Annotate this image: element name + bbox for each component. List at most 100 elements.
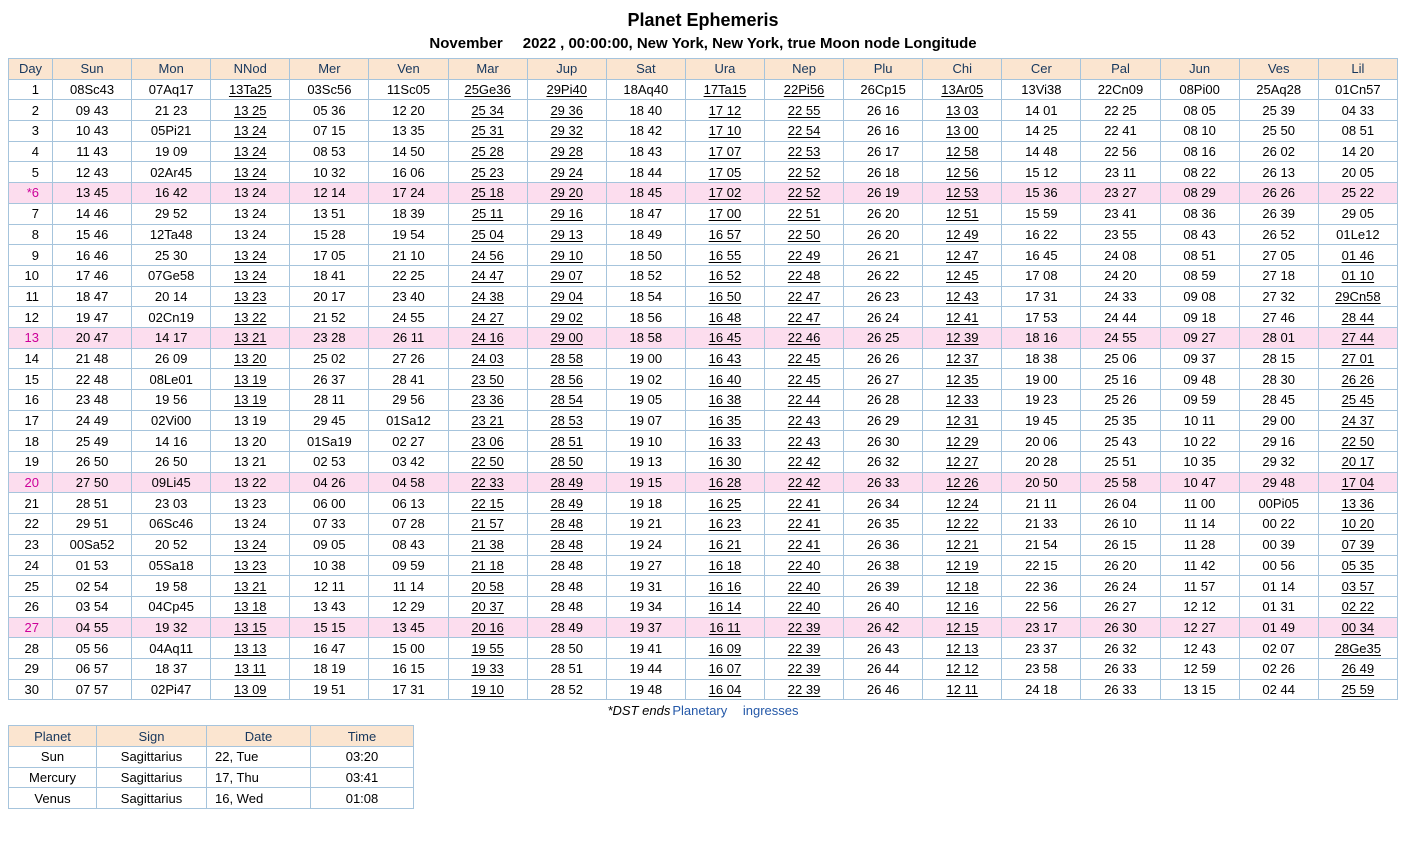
cell-mar: 22 15 xyxy=(447,492,528,515)
cell-chi: 12 13 xyxy=(922,637,1003,659)
cell-pal: 26 32 xyxy=(1080,637,1161,659)
cell-plu: 26 20 xyxy=(843,202,924,225)
cell-nnod: 13 24 xyxy=(210,140,291,163)
cell-pal: 26 30 xyxy=(1080,616,1161,639)
cell-jun: 12 43 xyxy=(1159,637,1240,659)
cell-lil: 01 46 xyxy=(1317,244,1399,266)
cell-mar: 23 06 xyxy=(447,430,528,453)
cell-mer: 03Sc56 xyxy=(289,78,370,101)
cell-ura: 16 21 xyxy=(684,533,765,556)
cell-mon: 09Li45 xyxy=(131,471,212,494)
ingress-header-planet: Planet xyxy=(8,725,97,747)
cell-mon: 14 17 xyxy=(131,326,212,349)
cell-ura: 16 55 xyxy=(684,244,765,266)
cell-sun: 19 47 xyxy=(51,306,133,328)
cell-lil: 00 34 xyxy=(1317,616,1399,639)
day-cell: 19 xyxy=(8,451,53,473)
cell-jup: 28 58 xyxy=(526,347,607,370)
cell-pal: 26 33 xyxy=(1080,678,1161,701)
cell-mar: 25 11 xyxy=(447,202,528,225)
cell-jun: 13 15 xyxy=(1159,678,1240,701)
cell-cer: 16 45 xyxy=(1001,244,1082,266)
ingress-planet-cell: Venus xyxy=(8,787,97,810)
cell-mar: 23 21 xyxy=(447,409,528,432)
cell-jup: 29Pi40 xyxy=(526,78,607,101)
cell-nep: 22 49 xyxy=(763,244,845,266)
cell-pal: 24 55 xyxy=(1080,326,1161,349)
cell-lil: 25 45 xyxy=(1317,389,1399,411)
subtitle-details: , 00:00:00, New York, New York, true Moo… xyxy=(560,35,900,52)
cell-nep: 22 41 xyxy=(763,492,845,515)
cell-ves: 01 14 xyxy=(1238,575,1319,597)
cell-jun: 10 35 xyxy=(1159,451,1240,473)
cell-ura: 17Ta15 xyxy=(684,78,765,101)
cell-ura: 16 07 xyxy=(684,657,765,680)
cell-jun: 08 51 xyxy=(1159,244,1240,266)
column-header-pal: Pal xyxy=(1080,58,1161,80)
ingress-date-cell: 22, Tue xyxy=(206,746,311,768)
cell-nnod: 13 24 xyxy=(210,533,291,556)
cell-plu: 26 42 xyxy=(843,616,924,639)
ingress-header-sign: Sign xyxy=(96,725,207,747)
column-header-ves: Ves xyxy=(1238,58,1319,80)
day-cell: 10 xyxy=(8,264,53,287)
cell-jun: 09 27 xyxy=(1159,326,1240,349)
cell-mar: 20 37 xyxy=(447,595,528,618)
cell-ven: 09 59 xyxy=(368,554,449,577)
cell-sat: 18 44 xyxy=(605,161,686,184)
cell-pal: 26 33 xyxy=(1080,657,1161,680)
planetary-ingresses-link[interactable]: Planetary ingresses xyxy=(672,703,799,719)
cell-mon: 18 37 xyxy=(131,657,212,680)
cell-cer: 15 12 xyxy=(1001,161,1082,184)
cell-nnod: 13 23 xyxy=(210,554,291,577)
cell-lil: 27 44 xyxy=(1317,326,1399,349)
cell-ura: 16 14 xyxy=(684,595,765,618)
cell-mar: 19 10 xyxy=(447,678,528,701)
cell-nep: 22 39 xyxy=(763,637,845,659)
cell-nep: 22 45 xyxy=(763,368,845,390)
cell-sun: 07 57 xyxy=(51,678,133,701)
column-header-sat: Sat xyxy=(605,58,686,80)
cell-ves: 26 39 xyxy=(1238,202,1319,225)
cell-mar: 25Ge36 xyxy=(447,78,528,101)
ephemeris-row: 4 11 43 19 09 13 24 08 53 14 50 25 28 29 28 18 4… xyxy=(8,140,1399,163)
cell-sun: 10 43 xyxy=(51,120,133,142)
cell-cer: 20 50 xyxy=(1001,471,1082,494)
cell-jup: 28 53 xyxy=(526,409,607,432)
ephemeris-row: 15 22 48 08Le01 13 19 26 37 28 41 23 50 28 56 19… xyxy=(8,368,1399,390)
cell-plu: 26 32 xyxy=(843,451,924,473)
column-header-cer: Cer xyxy=(1001,58,1082,80)
table-footnote: *DST ends Planetary ingresses xyxy=(8,703,1398,718)
ephemeris-row: 10 17 46 07Ge58 13 24 18 41 22 25 24 47 29 07 18… xyxy=(8,264,1399,287)
cell-mer: 18 19 xyxy=(289,657,370,680)
cell-sat: 18 56 xyxy=(605,306,686,328)
cell-ura: 17 12 xyxy=(684,99,765,122)
day-cell: 17 xyxy=(8,409,53,432)
cell-sat: 18 52 xyxy=(605,264,686,287)
day-cell: 26 xyxy=(8,595,53,618)
cell-mon: 12Ta48 xyxy=(131,223,212,246)
cell-sat: 19 37 xyxy=(605,616,686,639)
cell-plu: 26 16 xyxy=(843,120,924,142)
cell-ura: 17 02 xyxy=(684,182,765,204)
cell-ura: 16 11 xyxy=(684,616,765,639)
cell-ven: 01Sa12 xyxy=(368,409,449,432)
column-header-mer: Mer xyxy=(289,58,370,80)
cell-ves: 01 31 xyxy=(1238,595,1319,618)
cell-nep: 22 39 xyxy=(763,616,845,639)
cell-chi: 12 53 xyxy=(922,182,1003,204)
ephemeris-row: 14 21 48 26 09 13 20 25 02 27 26 24 03 28 58 19 … xyxy=(8,347,1399,370)
cell-plu: 26 16 xyxy=(843,99,924,122)
ephemeris-row: 24 01 53 05Sa18 13 23 10 38 09 59 21 18 28 48 19… xyxy=(8,554,1399,577)
cell-mar: 24 47 xyxy=(447,264,528,287)
cell-ven: 15 00 xyxy=(368,637,449,659)
subtitle: November 2022, 00:00:00, New York, New Yo… xyxy=(0,35,1406,52)
day-cell: 7 xyxy=(8,202,53,225)
cell-pal: 24 20 xyxy=(1080,264,1161,287)
cell-mar: 24 56 xyxy=(447,244,528,266)
cell-mar: 25 04 xyxy=(447,223,528,246)
cell-cer: 19 00 xyxy=(1001,368,1082,390)
cell-pal: 25 51 xyxy=(1080,451,1161,473)
cell-chi: 12 41 xyxy=(922,306,1003,328)
cell-lil: 10 20 xyxy=(1317,513,1399,535)
